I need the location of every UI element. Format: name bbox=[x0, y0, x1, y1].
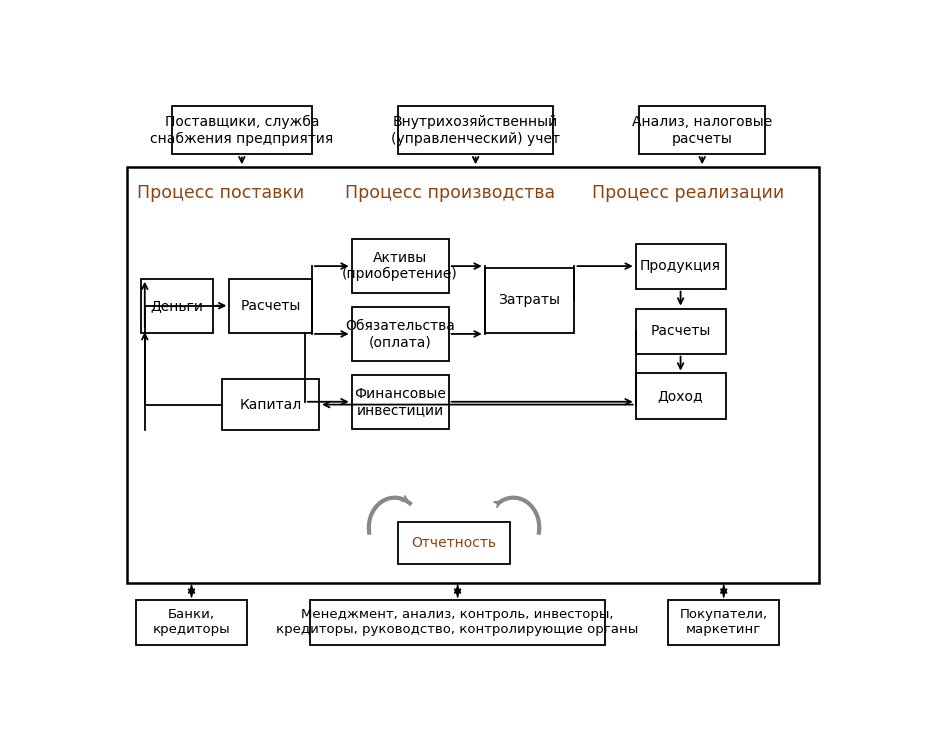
FancyBboxPatch shape bbox=[222, 379, 319, 430]
FancyBboxPatch shape bbox=[351, 375, 448, 429]
Text: Банки,
кредиторы: Банки, кредиторы bbox=[153, 608, 230, 636]
Text: Процесс поставки: Процесс поставки bbox=[136, 184, 303, 202]
Text: Внутрихозяйственный
(управленческий) учет: Внутрихозяйственный (управленческий) уче… bbox=[390, 115, 560, 145]
FancyBboxPatch shape bbox=[351, 239, 448, 293]
FancyBboxPatch shape bbox=[141, 279, 213, 333]
FancyBboxPatch shape bbox=[135, 600, 247, 644]
Text: Поставщики, служба
снабжения предприятия: Поставщики, служба снабжения предприятия bbox=[150, 115, 333, 145]
Text: Процесс реализации: Процесс реализации bbox=[591, 184, 783, 202]
Text: Расчеты: Расчеты bbox=[650, 324, 710, 338]
Text: Затраты: Затраты bbox=[498, 293, 560, 307]
Text: Отчетность: Отчетность bbox=[411, 536, 496, 550]
FancyBboxPatch shape bbox=[635, 374, 725, 418]
FancyBboxPatch shape bbox=[667, 600, 779, 644]
Text: Деньги: Деньги bbox=[150, 299, 203, 313]
FancyBboxPatch shape bbox=[635, 244, 725, 288]
FancyBboxPatch shape bbox=[639, 106, 764, 154]
Text: Активы
(приобретение): Активы (приобретение) bbox=[342, 251, 457, 281]
FancyBboxPatch shape bbox=[127, 167, 818, 583]
Text: Капитал: Капитал bbox=[239, 398, 301, 412]
FancyBboxPatch shape bbox=[398, 106, 552, 154]
Text: Доход: Доход bbox=[657, 389, 703, 403]
Text: Покупатели,
маркетинг: Покупатели, маркетинг bbox=[679, 608, 767, 636]
Text: Расчеты: Расчеты bbox=[240, 299, 300, 313]
Text: Процесс производства: Процесс производства bbox=[345, 184, 555, 202]
FancyBboxPatch shape bbox=[171, 106, 311, 154]
Text: Анализ, налоговые
расчеты: Анализ, налоговые расчеты bbox=[631, 115, 771, 145]
Text: Обязательства
(оплата): Обязательства (оплата) bbox=[345, 319, 454, 349]
FancyBboxPatch shape bbox=[635, 308, 725, 354]
Text: Финансовые
инвестиции: Финансовые инвестиции bbox=[354, 387, 446, 417]
FancyBboxPatch shape bbox=[484, 267, 574, 333]
FancyBboxPatch shape bbox=[229, 279, 311, 333]
FancyBboxPatch shape bbox=[398, 522, 509, 564]
Text: Менеджмент, анализ, контроль, инвесторы,
кредиторы, руководство, контролирующие : Менеджмент, анализ, контроль, инвесторы,… bbox=[276, 608, 638, 636]
FancyBboxPatch shape bbox=[310, 600, 604, 644]
Text: Продукция: Продукция bbox=[640, 259, 720, 273]
FancyBboxPatch shape bbox=[351, 307, 448, 361]
